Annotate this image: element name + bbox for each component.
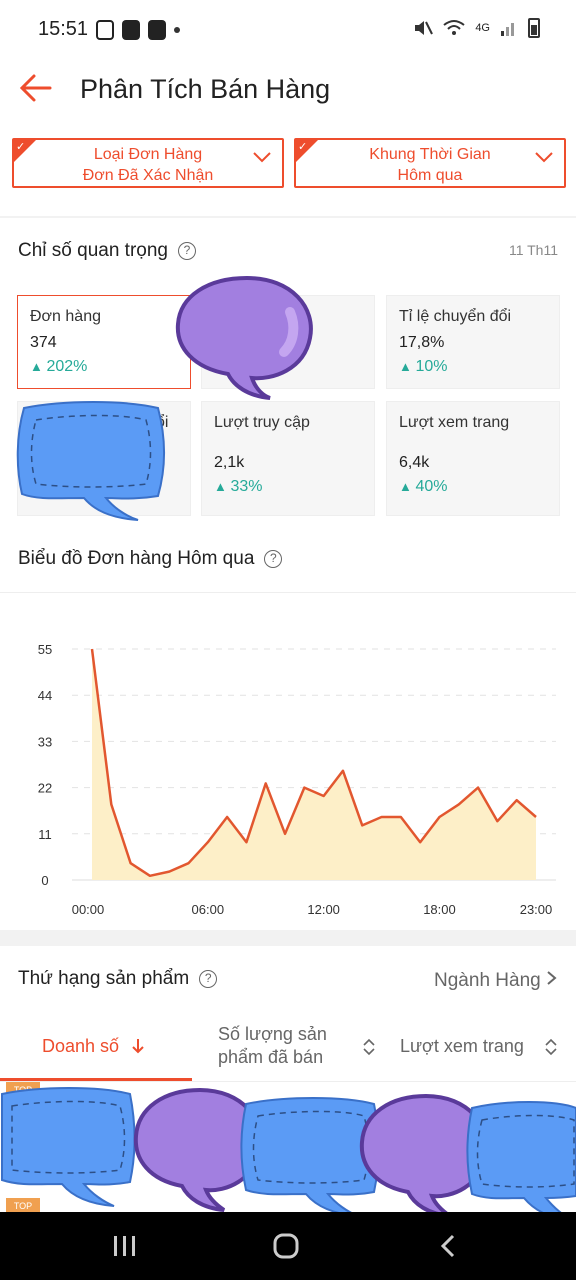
y-tick-label: 11 [38,827,52,842]
key-metrics-title: Chỉ số quan trọng? [18,240,196,262]
sort-icon[interactable] [362,1038,376,1056]
back-icon[interactable] [438,1234,458,1258]
chart-title: Biểu đồ Đơn hàng Hôm qua? [18,548,283,570]
blue-speech-bubble-sticker [466,1101,576,1221]
help-icon[interactable]: ? [199,970,218,988]
tab-quantity-sold[interactable]: Số lượng sản phẩm đã bán [218,1024,327,1067]
chevron-down-icon [253,152,271,163]
status-time: 15:51 [38,18,89,40]
notification-icons [96,20,180,40]
series-line [90,648,537,878]
home-icon[interactable] [272,1232,300,1260]
selected-corner [296,140,318,162]
tiktok-notification-icon [96,20,114,40]
status-bar: 15:51 4G [0,0,576,60]
purple-speech-bubble-sticker [175,275,313,400]
metric-visits[interactable]: Lượt truy cập 2,1k 33% [201,401,375,516]
divider [0,592,576,593]
x-tick-label: 23:00 [520,902,553,917]
filter-value: Đơn Đã Xác Nhận [82,167,214,184]
ranking-tabs: Doanh số Số lượng sản phẩm đã bán Lượt x… [0,1012,576,1082]
filter-value: Hôm qua [397,167,463,184]
x-tick-label: 12:00 [307,902,340,917]
y-tick-label: 22 [38,781,52,796]
check-icon: ✓ [298,141,308,153]
tab-revenue[interactable]: Doanh số [42,1012,145,1080]
metric-orders[interactable]: Đơn hàng 374 202% [17,295,191,389]
mute-icon [415,21,434,35]
signal-icon [501,23,514,36]
y-tick-label: 33 [38,734,52,749]
blue-speech-bubble-sticker [0,1087,136,1207]
y-tick-label: 44 [38,688,52,703]
help-icon[interactable]: ? [178,242,196,260]
blue-speech-bubble-sticker [16,401,165,521]
x-tick-label: 06:00 [192,902,225,917]
page-title: Phân Tích Bán Hàng [80,74,331,104]
tiktok-shop-notification-icon [122,20,140,40]
selected-corner [14,140,36,162]
network-type: 4G [475,22,490,34]
metric-conversion-rate[interactable]: Tỉ lệ chuyển đổi 17,8% 10% [386,295,560,389]
filter-title: Khung Thời Gian [369,146,491,163]
x-tick-label: 18:00 [423,902,456,917]
series-area [92,649,536,880]
order-type-filter[interactable]: ✓ Loại Đơn Hàng Đơn Đã Xác Nhận [12,138,284,188]
y-tick-label: 0 [41,873,48,888]
wifi-icon [443,20,465,35]
filter-title: Loại Đơn Hàng [93,146,203,163]
more-notifications-icon [174,27,180,33]
app-header: Phân Tích Bán Hàng [0,60,576,126]
tab-page-views[interactable]: Lượt xem trang [400,1035,524,1056]
orders-chart: 0 11 22 33 44 55 00:00 06:00 12:00 18:00 23:00 [38,642,556,917]
chevron-right-icon [547,971,557,985]
time-range-filter[interactable]: ✓ Khung Thời Gian Hôm qua [294,138,566,188]
active-tab-indicator [0,1078,192,1081]
chevron-down-icon [535,152,553,163]
help-icon[interactable]: ? [264,550,283,568]
filter-bar: ✓ Loại Đơn Hàng Đơn Đã Xác Nhận ✓ Khung … [0,126,576,216]
orders-chart-card: Biểu đồ Đơn hàng Hôm qua? 0 11 22 33 44 55 00:… [0,518,576,930]
y-tick-label: 55 [38,642,52,657]
back-arrow-icon[interactable] [16,70,56,110]
recent-apps-icon[interactable] [112,1234,138,1258]
arrow-down-icon [132,1039,144,1054]
metrics-date: 11 Th11 [508,242,558,258]
top-badge: TOP [6,1198,40,1214]
check-icon: ✓ [16,141,26,153]
metric-page-views[interactable]: Lượt xem trang 6,4k 40% [386,401,560,516]
sort-icon[interactable] [544,1038,558,1056]
system-icons: 4G [413,18,540,38]
battery-icon [528,18,540,38]
key-metrics-card: Chỉ số quan trọng? 11 Th11 Đơn hàng 374 … [0,218,576,518]
blue-speech-bubble-sticker [240,1097,380,1217]
product-ranking-title: Thứ hạng sản phẩm? [18,968,218,990]
system-nav-bar [0,1212,576,1280]
x-tick-label: 00:00 [72,902,105,917]
tiktok-shop-notification-icon-2 [148,20,166,40]
category-link[interactable]: Ngành Hàng [434,970,558,992]
